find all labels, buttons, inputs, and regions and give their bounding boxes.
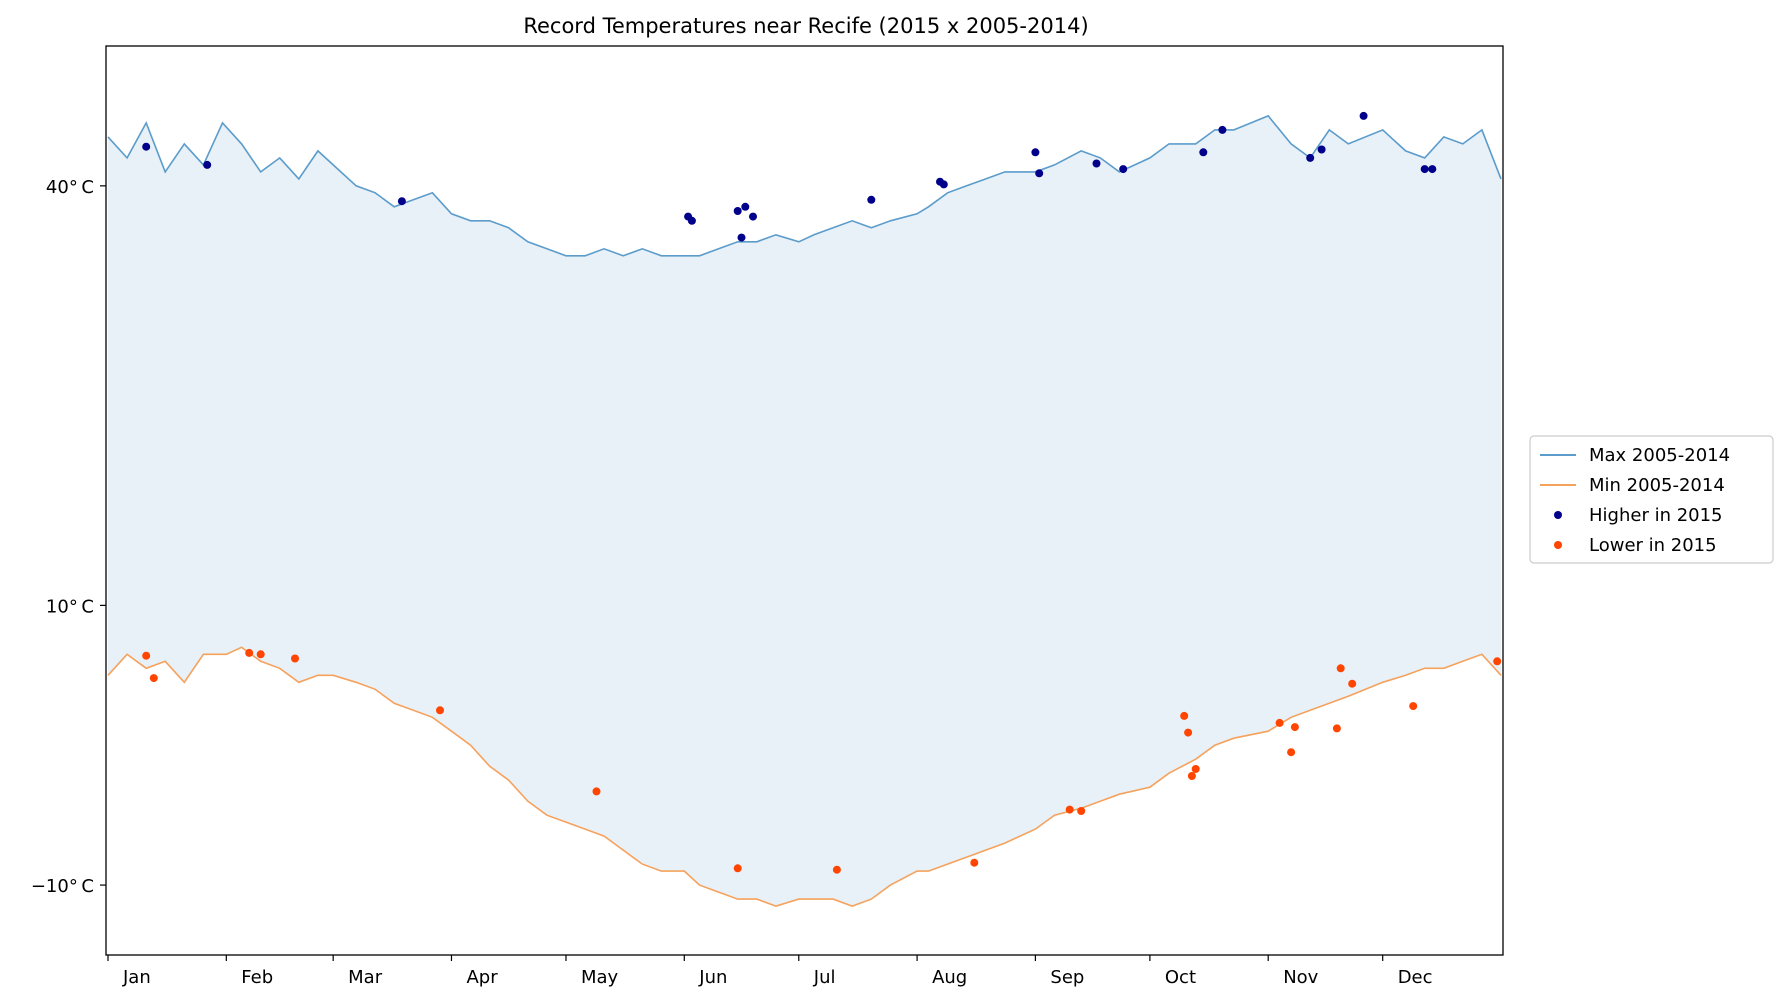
series-line-min [107,646,1502,907]
y-tick-label: 10° C [46,596,94,617]
y-tick-label: 40° C [46,177,94,198]
x-tick-label: Dec [1398,967,1433,988]
point-higher-2015 [867,195,876,204]
point-higher-2015 [1035,169,1044,178]
point-lower-2015 [1065,805,1074,814]
point-lower-2015 [1187,772,1196,780]
x-tick-label: Sep [1050,967,1084,988]
point-lower-2015 [1336,664,1345,673]
x-tick-label: Apr [466,967,498,988]
point-lower-2015 [256,650,265,659]
point-lower-2015 [970,858,979,867]
point-lower-2015 [1493,657,1502,666]
point-lower-2015 [1077,807,1086,815]
point-higher-2015 [1306,153,1315,162]
point-lower-2015 [1191,765,1200,773]
range-fill [108,115,1501,907]
legend: Max 2005-2014 Min 2005-2014 Higher in 2015… [1529,435,1774,564]
plot-frame [105,45,1504,956]
legend-box [1529,435,1774,564]
point-higher-2015 [1359,111,1368,120]
point-higher-2015 [737,233,746,242]
point-higher-2015 [741,202,750,211]
axes: 40° C 10° C −10° C Jan Feb Mar Apr May Jun Jul Aug… [31,45,1504,988]
point-lower-2015 [1287,748,1296,757]
point-lower-2015 [142,651,151,660]
point-lower-2015 [1275,718,1284,727]
point-lower-2015 [832,865,841,874]
point-higher-2015 [1317,145,1326,154]
point-lower-2015 [1290,723,1299,732]
chart-title: Record Temperatures near Recife (2015 x … [523,14,1088,38]
point-lower-2015 [291,654,299,663]
y-tick-label: −10° C [31,876,94,897]
point-lower-2015 [592,787,601,796]
point-higher-2015 [1092,159,1101,168]
point-higher-2015 [1218,125,1227,134]
point-lower-2015 [1348,679,1357,688]
series-line-max [107,114,1502,257]
x-tick-label: Jul [813,967,836,988]
point-lower-2015 [1409,702,1418,711]
legend-label: Max 2005-2014 [1589,445,1730,466]
legend-label: Min 2005-2014 [1589,475,1725,496]
point-higher-2015 [749,212,757,221]
point-lower-2015 [436,706,444,715]
x-tick-label: Mar [348,967,383,988]
point-higher-2015 [1119,165,1128,174]
legend-label: Lower in 2015 [1589,535,1717,556]
point-higher-2015 [1031,148,1040,157]
x-tick-label: Jan [122,967,151,988]
point-lower-2015 [1184,728,1193,737]
x-tick-label: Oct [1165,967,1196,988]
x-tick-label: Jun [698,967,727,988]
x-tick-label: Nov [1283,967,1318,988]
point-higher-2015 [1420,165,1429,174]
point-lower-2015 [149,674,158,683]
point-lower-2015 [245,648,254,657]
legend-label: Higher in 2015 [1589,505,1723,526]
point-higher-2015 [1199,148,1208,157]
point-higher-2015 [1428,165,1437,174]
point-lower-2015 [733,864,742,873]
point-higher-2015 [397,197,406,206]
point-higher-2015 [142,142,151,151]
legend-swatch-lower [1554,541,1562,549]
point-higher-2015 [733,207,742,215]
point-higher-2015 [687,216,696,225]
point-lower-2015 [1332,724,1341,733]
legend-swatch-higher [1554,511,1562,519]
x-tick-label: Aug [932,967,967,988]
plot-area [107,111,1502,907]
x-tick-label: Feb [241,967,273,988]
point-higher-2015 [203,160,212,169]
x-tick-label: May [581,967,619,988]
point-lower-2015 [1180,711,1189,720]
point-higher-2015 [939,180,948,189]
